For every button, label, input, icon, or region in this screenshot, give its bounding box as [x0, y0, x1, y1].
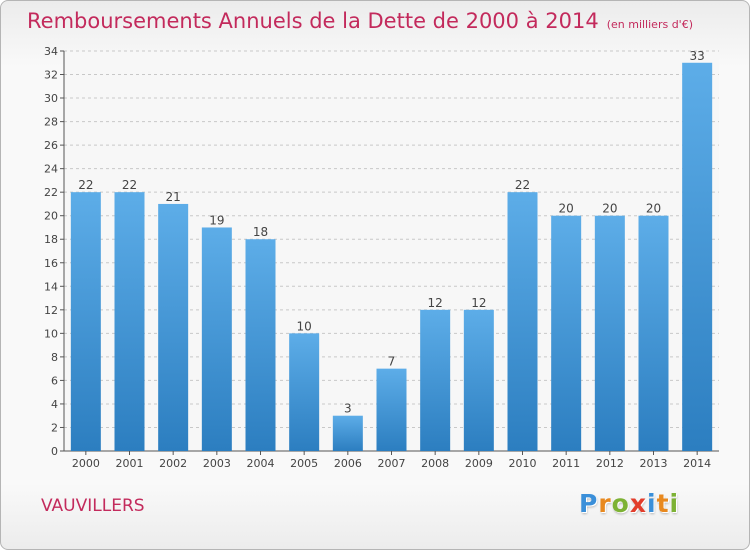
bar-value-label: 19 [209, 213, 224, 227]
chart-title: Remboursements Annuels de la Dette de 20… [27, 9, 693, 33]
logo-letter: P [579, 489, 599, 518]
y-tick-label: 8 [51, 351, 58, 364]
y-tick-label: 34 [44, 45, 58, 58]
x-tick-label: 2002 [159, 457, 187, 470]
bar-value-label: 20 [602, 202, 617, 216]
bar-value-label: 12 [428, 296, 443, 310]
x-tick-label: 2001 [116, 457, 144, 470]
y-tick-label: 14 [44, 280, 58, 293]
logo-letter: t [656, 489, 670, 518]
bar-value-label: 10 [297, 319, 312, 333]
bar [201, 227, 232, 451]
y-tick-label: 18 [44, 233, 58, 246]
bar [638, 215, 669, 451]
bar [376, 368, 407, 451]
x-tick-label: 2007 [378, 457, 406, 470]
bar-value-label: 12 [471, 296, 486, 310]
bar-value-label: 20 [559, 202, 574, 216]
x-tick-label: 2003 [203, 457, 231, 470]
y-tick-label: 6 [51, 374, 58, 387]
bar [551, 215, 582, 451]
bar-value-label: 22 [515, 178, 530, 192]
x-tick-label: 2006 [334, 457, 362, 470]
bar-value-label: 21 [166, 190, 181, 204]
bar-value-label: 22 [122, 178, 137, 192]
y-tick-label: 26 [44, 139, 58, 152]
y-tick-label: 4 [51, 398, 58, 411]
y-tick-label: 20 [44, 210, 58, 223]
x-tick-label: 2010 [509, 457, 537, 470]
bar-value-label: 7 [388, 355, 396, 369]
x-tick-label: 2009 [465, 457, 493, 470]
logo-letter: r [598, 489, 612, 518]
x-tick-label: 2004 [247, 457, 275, 470]
bar-value-label: 18 [253, 225, 268, 239]
x-tick-label: 2012 [596, 457, 624, 470]
logo-letter: o [611, 489, 630, 518]
y-tick-label: 2 [51, 421, 58, 434]
bar [332, 415, 363, 451]
logo-letter: i [647, 489, 657, 518]
bar-value-label: 3 [344, 402, 352, 416]
y-tick-label: 22 [44, 186, 58, 199]
bar [507, 192, 538, 452]
x-tick-label: 2013 [640, 457, 668, 470]
bar [289, 333, 320, 451]
bar [420, 309, 451, 451]
x-tick-label: 2008 [421, 457, 449, 470]
x-tick-label: 2000 [72, 457, 100, 470]
bar [245, 239, 276, 451]
x-tick-label: 2011 [552, 457, 580, 470]
bar-value-label: 22 [78, 178, 93, 192]
y-tick-label: 32 [44, 69, 58, 82]
y-tick-label: 30 [44, 92, 58, 105]
y-tick-label: 10 [44, 327, 58, 340]
bar [70, 192, 101, 452]
commune-name: VAUVILLERS [41, 496, 145, 516]
chart-title-text: Remboursements Annuels de la Dette de 20… [27, 9, 599, 33]
bar-value-label: 33 [690, 49, 705, 63]
bar-value-label: 20 [646, 202, 661, 216]
x-tick-label: 2005 [290, 457, 318, 470]
bar [158, 203, 189, 451]
bar [682, 62, 713, 451]
proxiti-logo: Proxiti [579, 489, 679, 518]
bar [463, 309, 494, 451]
y-tick-label: 28 [44, 116, 58, 129]
bar [594, 215, 625, 451]
logo-letter: x [629, 489, 647, 518]
chart-unit: (en milliers d'€) [606, 18, 693, 31]
y-tick-label: 24 [44, 163, 58, 176]
y-tick-label: 16 [44, 257, 58, 270]
y-tick-label: 12 [44, 304, 58, 317]
bar [114, 192, 145, 452]
y-tick-label: 0 [51, 445, 58, 458]
x-tick-label: 2014 [683, 457, 711, 470]
logo-letter: i [669, 489, 680, 518]
